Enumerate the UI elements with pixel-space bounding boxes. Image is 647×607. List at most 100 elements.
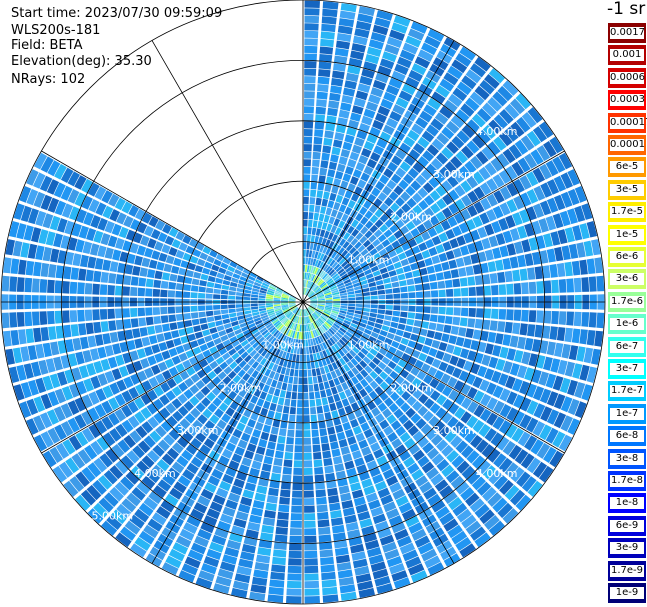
range-gate — [395, 426, 407, 437]
range-gate — [368, 390, 378, 400]
range-gate — [458, 267, 467, 277]
range-gate — [541, 325, 551, 339]
range-gate — [335, 265, 343, 273]
range-gate — [310, 303, 318, 306]
range-gate — [357, 244, 366, 253]
range-gate — [119, 341, 129, 353]
range-gate — [460, 397, 472, 410]
range-gate — [187, 549, 204, 562]
range-gate — [77, 309, 85, 322]
range-gate — [296, 316, 300, 324]
range-gate — [400, 337, 409, 346]
range-gate — [475, 439, 489, 453]
range-gate — [117, 439, 131, 453]
range-gate — [299, 309, 302, 317]
range-gate — [492, 91, 508, 107]
range-gate — [313, 452, 322, 460]
range-gate — [400, 311, 408, 318]
range-gate — [362, 264, 370, 272]
range-gate — [60, 421, 74, 437]
range-gate — [279, 325, 286, 333]
range-gate — [316, 307, 324, 311]
range-gate — [465, 265, 474, 276]
range-gate — [400, 191, 411, 202]
range-gate — [260, 431, 270, 441]
range-gate — [42, 213, 54, 229]
range-gate — [454, 184, 466, 197]
range-gate — [16, 223, 27, 240]
range-gate — [399, 317, 407, 324]
range-gate — [351, 43, 366, 53]
range-gate — [295, 316, 299, 323]
range-gate — [309, 242, 314, 250]
range-gate — [214, 408, 224, 419]
range-gate — [244, 482, 256, 492]
range-gate — [451, 530, 468, 545]
range-gate — [538, 218, 549, 233]
range-gate — [346, 467, 357, 477]
range-gate — [251, 370, 259, 379]
range-gate — [76, 209, 87, 224]
range-gate — [268, 285, 276, 291]
range-gate — [316, 277, 322, 285]
range-gate — [319, 54, 333, 63]
range-gate — [365, 54, 380, 65]
range-gate — [175, 345, 185, 355]
range-gate — [321, 16, 337, 25]
range-gate — [363, 428, 374, 439]
range-gate — [326, 372, 333, 381]
range-gate — [316, 504, 328, 513]
range-gate — [351, 319, 360, 325]
range-gate — [415, 284, 423, 291]
range-gate — [176, 455, 189, 468]
range-gate — [488, 235, 499, 248]
range-gate — [309, 295, 317, 299]
range-gate — [213, 583, 230, 594]
range-gate — [399, 431, 411, 443]
range-gate — [268, 386, 276, 395]
range-gate — [313, 136, 323, 145]
range-gate — [23, 225, 34, 241]
range-gate — [55, 442, 70, 459]
range-gate — [251, 576, 268, 586]
colorbar-label: 0.0006 — [610, 71, 645, 84]
range-gate — [261, 463, 272, 472]
range-gate — [479, 79, 495, 95]
range-gate — [331, 324, 339, 331]
range-gate — [591, 239, 601, 256]
range-gate — [386, 475, 399, 487]
range-gate — [460, 487, 475, 501]
range-gate — [290, 322, 295, 330]
range-gate — [276, 312, 284, 317]
range-gate — [492, 497, 508, 513]
range-gate — [327, 279, 334, 286]
range-gate — [567, 398, 580, 416]
range-gate — [559, 377, 571, 394]
range-gate — [495, 358, 506, 371]
range-gate — [347, 412, 356, 421]
range-gate — [524, 223, 535, 237]
range-gate — [358, 322, 367, 328]
range-gate — [379, 381, 389, 391]
range-gate — [393, 185, 404, 196]
range-gate — [517, 365, 528, 379]
range-gate — [558, 434, 573, 452]
range-gate — [372, 343, 381, 352]
range-gate — [320, 31, 335, 40]
range-gate — [304, 309, 308, 316]
range-gate — [332, 292, 340, 296]
range-gate — [539, 340, 549, 354]
range-gate — [229, 361, 238, 370]
range-gate — [389, 482, 402, 493]
range-gate — [511, 427, 525, 443]
range-gate — [517, 254, 526, 268]
range-gate — [312, 159, 320, 167]
range-gate — [222, 352, 231, 361]
range-gate — [54, 388, 67, 404]
range-gate — [357, 511, 371, 521]
range-gate — [325, 299, 333, 302]
range-gate — [472, 264, 482, 275]
range-gate — [317, 413, 325, 422]
range-gate — [545, 373, 557, 389]
range-gate — [357, 580, 374, 591]
